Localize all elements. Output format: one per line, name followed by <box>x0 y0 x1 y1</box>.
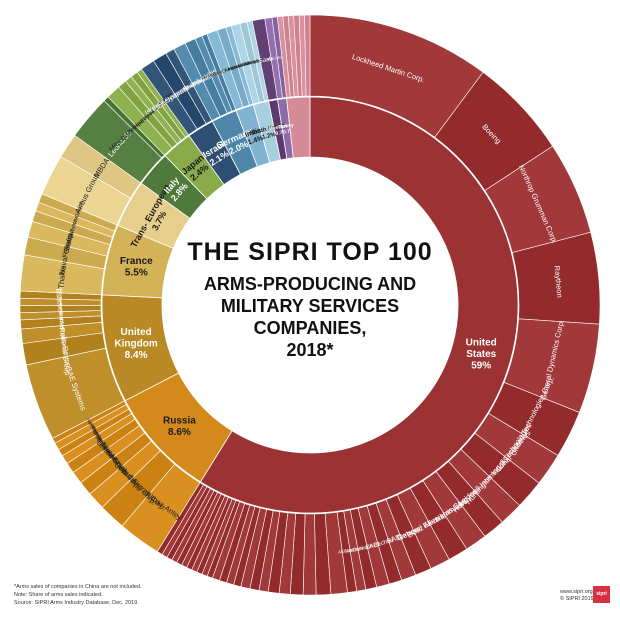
company-label-mantech: ManTech <box>345 546 364 554</box>
title-line-1: THE SIPRI TOP 100 <box>187 238 433 266</box>
country-label-sweden: Sweden0.7 <box>268 123 289 138</box>
company-label-cobham: Cobham <box>59 314 65 331</box>
company-label-aselsan: ASELSAN <box>266 55 283 61</box>
footnotes: *Arms sales of companies in China are no… <box>14 583 141 607</box>
company-label-ultra-electronics: Ultra Electronics <box>59 283 64 308</box>
title-line-3: MILITARY SERVICES <box>220 296 400 316</box>
company-label-raytheon: Raytheon <box>552 265 564 298</box>
company-label-uimc: UIMC <box>92 427 100 437</box>
country-slice-united-states <box>199 96 519 514</box>
country-label-russia: Russia 8.6% <box>163 416 196 439</box>
title-line-2: ARMS-PRODUCING AND <box>203 274 417 294</box>
country-label-united-states: United States 59% <box>466 338 497 372</box>
company-slice-unnamed <box>304 14 311 97</box>
company-label-rafael: Rafael <box>183 81 196 91</box>
country-label-united-kingdom: United Kingdom 8.4% <box>114 327 157 361</box>
sipri-logo: sipri <box>593 586 610 603</box>
company-ring <box>19 14 601 596</box>
title-line-5: 2018* <box>286 340 334 360</box>
country-label-india: India1.4% <box>244 127 265 147</box>
company-label-meggitt: Meggitt <box>59 309 63 320</box>
company-label-thales: Thales <box>56 265 67 289</box>
footer-right: www.sipri.org © SIPRI 2019 <box>560 589 594 603</box>
country-label-turkey: Turkey0.7 <box>277 122 295 136</box>
footnote-share: Note: Share of arms sales indicated. <box>14 592 103 598</box>
website-link[interactable]: www.sipri.org <box>560 589 593 595</box>
company-label-saab: Saab <box>258 56 274 65</box>
footnote-source: Source: SIPRI Arms Industry Database, De… <box>14 600 139 606</box>
company-label-lig-nex1: LIG Nex1 <box>245 59 260 66</box>
company-label-oshkosh: Oshkosh <box>352 544 374 554</box>
company-label-cea: CEA <box>72 215 80 225</box>
copyright: © SIPRI 2019 <box>560 596 594 602</box>
title-line-4: COMPANIES, <box>253 318 367 338</box>
company-label-gkn: GKN <box>59 298 63 306</box>
company-label-fujitsu: Fujitsu <box>149 106 159 115</box>
company-slice-unnamed <box>302 513 317 596</box>
country-slice-others <box>286 96 311 159</box>
company-label-qinetiq: QinetiQ <box>59 303 63 315</box>
footnote-china: *Arms sales of companies in China are no… <box>14 584 142 590</box>
country-ring <box>101 96 519 514</box>
company-label-bharat-electronics: Bharat Electronics <box>228 60 253 71</box>
country-label-france: France 5.5% <box>120 256 153 279</box>
company-label-kret: KRET <box>89 421 97 432</box>
company-label-aecom: AECOM <box>338 547 355 554</box>
company-label-caci: CACI <box>365 541 381 552</box>
chart-title: THE SIPRI TOP 100 ARMS-PRODUCING AND MIL… <box>160 238 460 361</box>
